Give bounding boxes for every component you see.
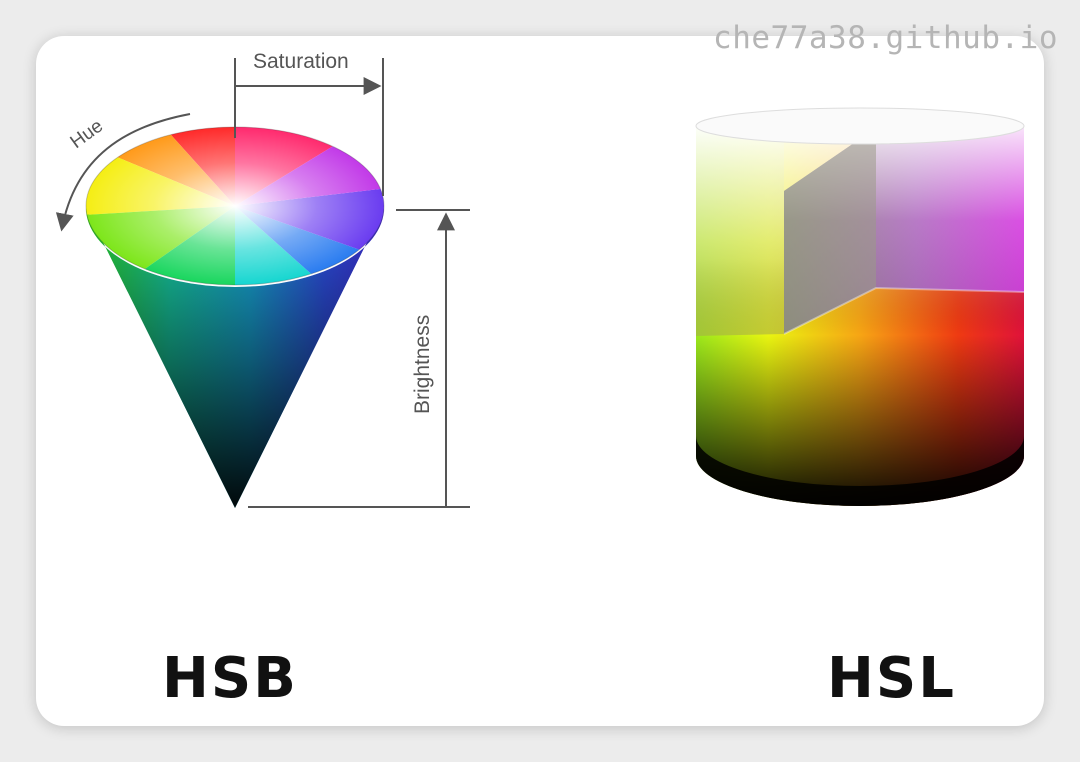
hue-label: Hue [67,116,108,153]
watermark: che77a38.github.io [713,20,1058,56]
brightness-dimension [248,209,470,508]
saturation-dimension [234,58,384,196]
hsl-cylinder [695,107,1025,506]
hsl-title: HSL [827,646,956,711]
diagram-card: Hue Saturation Brightness [36,36,1044,726]
brightness-label: Brightness [411,315,434,414]
saturation-label: Saturation [253,50,349,73]
color-models-figure: Hue Saturation Brightness [55,50,1025,508]
hue-arrow [55,113,191,232]
hsb-title: HSB [162,646,298,711]
hsb-cone [85,126,385,508]
